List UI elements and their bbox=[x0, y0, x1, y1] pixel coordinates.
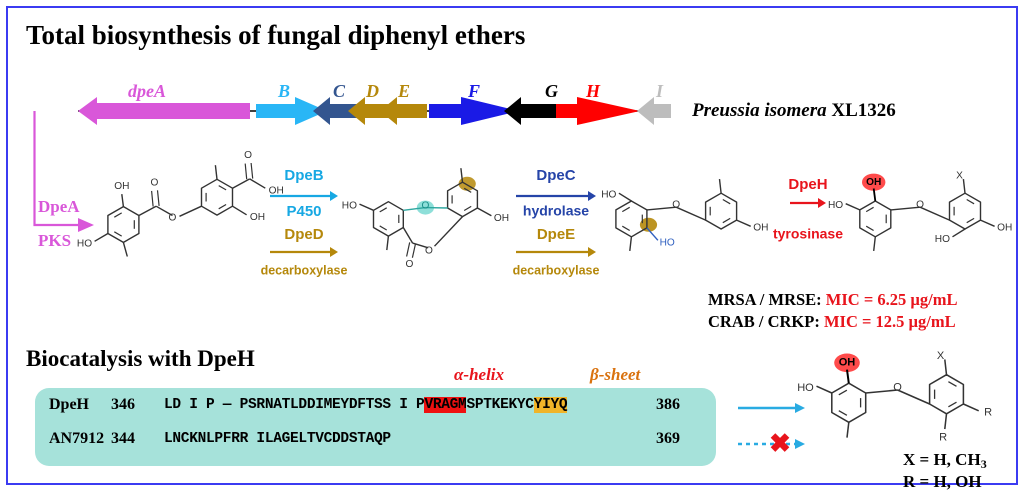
svg-text:O: O bbox=[893, 381, 902, 393]
svg-text:OH: OH bbox=[839, 357, 856, 369]
svg-text:R: R bbox=[984, 406, 992, 418]
svg-text:HO: HO bbox=[797, 382, 814, 394]
svg-text:R: R bbox=[939, 432, 947, 444]
svg-text:X: X bbox=[937, 350, 945, 362]
